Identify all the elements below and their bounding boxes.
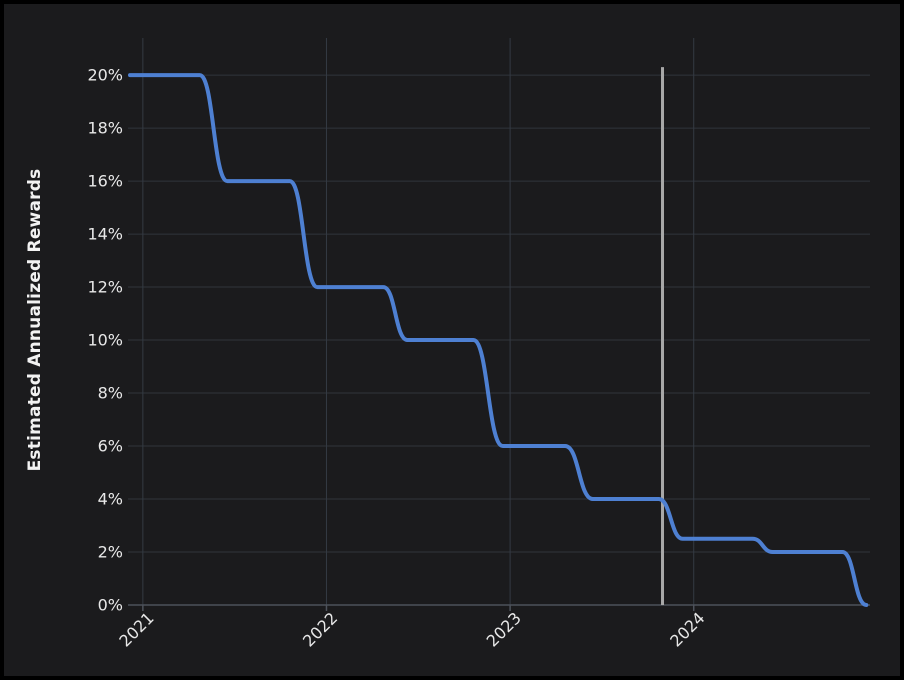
y-axis-title: Estimated Annualized Rewards <box>25 169 45 472</box>
y-tick-label: 18% <box>87 119 123 138</box>
y-tick-label: 14% <box>87 225 123 244</box>
grid-layer <box>128 38 870 611</box>
y-tick-label: 16% <box>87 172 123 191</box>
y-tick-label: 8% <box>98 384 123 403</box>
x-tick-label: 2021 <box>115 608 157 650</box>
tick-label-layer: 0% 2% 4% 6% 8% 10% 12% 14% 16% 18% 20% 2021 2022 2023… <box>87 66 708 651</box>
y-tick-label: 20% <box>87 66 123 85</box>
x-tick-label: 2022 <box>299 608 341 650</box>
series-layer <box>128 73 869 607</box>
y-tick-label: 4% <box>98 490 123 509</box>
y-tick-label: 0% <box>98 596 123 615</box>
x-tick-label: 2024 <box>666 608 708 650</box>
y-tick-label: 6% <box>98 437 123 456</box>
x-tick-label: 2023 <box>483 608 525 650</box>
series-line-estimated-annualized-rewards <box>128 73 869 607</box>
y-tick-label: 10% <box>87 331 123 350</box>
y-tick-label: 2% <box>98 543 123 562</box>
y-tick-label: 12% <box>87 278 123 297</box>
